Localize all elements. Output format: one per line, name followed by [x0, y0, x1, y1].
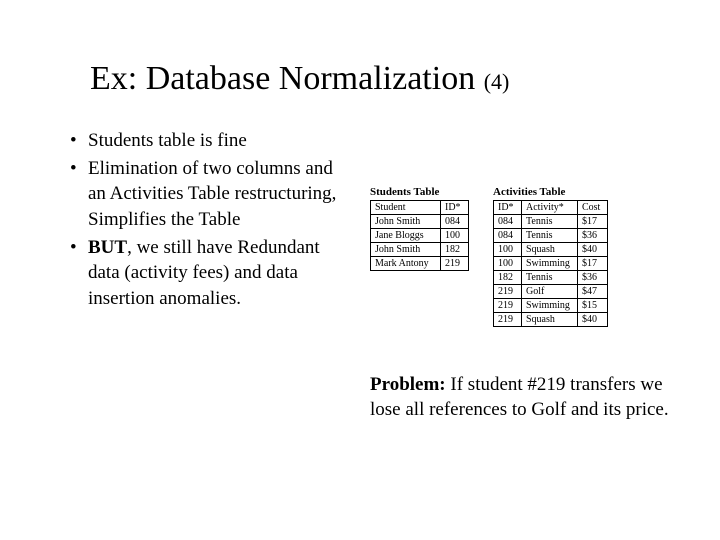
- cell: 084: [494, 215, 522, 229]
- students-table-block: Students Table Student ID* John Smith084…: [370, 186, 469, 327]
- cell: 100: [441, 229, 469, 243]
- cell: $17: [578, 215, 608, 229]
- cell: 182: [494, 271, 522, 285]
- table-row: 219Golf$47: [494, 285, 608, 299]
- bullet-text: Elimination of two columns and an Activi…: [88, 158, 336, 230]
- tables-container: Students Table Student ID* John Smith084…: [370, 186, 670, 327]
- cell: Jane Bloggs: [371, 229, 441, 243]
- cell: Swimming: [522, 257, 578, 271]
- slide: Ex: Database Normalization (4) Students …: [0, 0, 720, 452]
- cell: 219: [494, 285, 522, 299]
- problem-label: Problem:: [370, 374, 446, 395]
- students-table-title: Students Table: [370, 186, 469, 198]
- cell: $40: [578, 243, 608, 257]
- activities-table-block: Activities Table ID* Activity* Cost 084T…: [493, 186, 608, 327]
- bullet-list: Students table is fine Elimination of tw…: [70, 128, 350, 422]
- table-header-row: Student ID*: [371, 201, 469, 215]
- cell: 219: [441, 257, 469, 271]
- table-row: 100Swimming$17: [494, 257, 608, 271]
- cell: John Smith: [371, 243, 441, 257]
- cell: John Smith: [371, 215, 441, 229]
- cell: $40: [578, 313, 608, 327]
- col-header: ID*: [494, 201, 522, 215]
- cell: Squash: [522, 313, 578, 327]
- cell: Golf: [522, 285, 578, 299]
- cell: 219: [494, 299, 522, 313]
- col-header: Activity*: [522, 201, 578, 215]
- slide-title: Ex: Database Normalization (4): [90, 60, 670, 98]
- cell: 084: [494, 229, 522, 243]
- cell: Tennis: [522, 271, 578, 285]
- cell: Tennis: [522, 229, 578, 243]
- students-table: Student ID* John Smith084 Jane Bloggs100…: [370, 200, 469, 271]
- cell: $17: [578, 257, 608, 271]
- cell: 182: [441, 243, 469, 257]
- col-header: Cost: [578, 201, 608, 215]
- table-row: Jane Bloggs100: [371, 229, 469, 243]
- table-row: John Smith084: [371, 215, 469, 229]
- cell: $47: [578, 285, 608, 299]
- problem-note: Problem: If student #219 transfers we lo…: [370, 373, 670, 422]
- bullet-text: Students table is fine: [88, 130, 247, 151]
- table-row: John Smith182: [371, 243, 469, 257]
- right-column: Students Table Student ID* John Smith084…: [370, 128, 670, 422]
- cell: Mark Antony: [371, 257, 441, 271]
- content-area: Students table is fine Elimination of tw…: [70, 128, 670, 422]
- cell: 100: [494, 243, 522, 257]
- cell: Swimming: [522, 299, 578, 313]
- table-row: 084Tennis$36: [494, 229, 608, 243]
- table-row: 219Squash$40: [494, 313, 608, 327]
- cell: $36: [578, 271, 608, 285]
- col-header: ID*: [441, 201, 469, 215]
- table-row: 084Tennis$17: [494, 215, 608, 229]
- activities-table-title: Activities Table: [493, 186, 608, 198]
- table-header-row: ID* Activity* Cost: [494, 201, 608, 215]
- table-row: 219Swimming$15: [494, 299, 608, 313]
- title-subscript: (4): [484, 69, 510, 94]
- table-row: 182Tennis$36: [494, 271, 608, 285]
- cell: Squash: [522, 243, 578, 257]
- activities-table: ID* Activity* Cost 084Tennis$17 084Tenni…: [493, 200, 608, 327]
- list-item: BUT, we still have Redundant data (activ…: [70, 235, 350, 312]
- table-row: 100Squash$40: [494, 243, 608, 257]
- bullet-bold: BUT: [88, 237, 127, 258]
- cell: $15: [578, 299, 608, 313]
- cell: 084: [441, 215, 469, 229]
- list-item: Elimination of two columns and an Activi…: [70, 156, 350, 233]
- cell: $36: [578, 229, 608, 243]
- cell: 219: [494, 313, 522, 327]
- title-main: Ex: Database Normalization: [90, 60, 484, 97]
- cell: Tennis: [522, 215, 578, 229]
- table-row: Mark Antony219: [371, 257, 469, 271]
- cell: 100: [494, 257, 522, 271]
- col-header: Student: [371, 201, 441, 215]
- list-item: Students table is fine: [70, 128, 350, 154]
